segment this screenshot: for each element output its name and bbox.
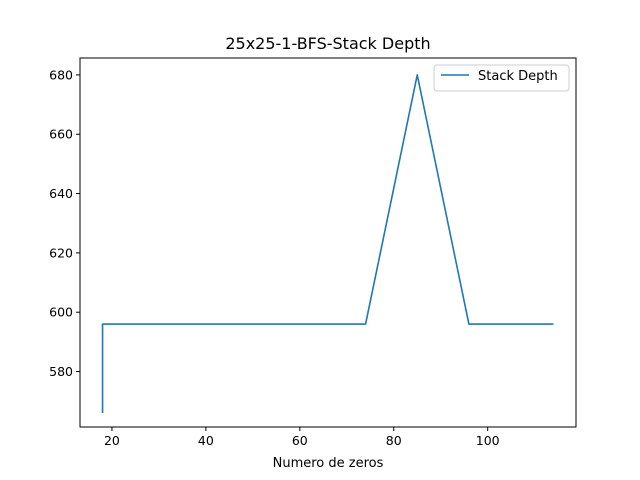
chart-title: 25x25-1-BFS-Stack Depth — [225, 34, 430, 53]
series-line-0 — [101, 74, 554, 414]
y-tick-label: 680 — [49, 67, 73, 82]
x-tick-label: 100 — [476, 433, 500, 448]
y-tick-label: 640 — [49, 186, 73, 201]
legend-box — [433, 64, 570, 92]
y-tick-label: 660 — [49, 127, 73, 142]
legend: Stack Depth — [433, 64, 570, 92]
x-tick-label: 20 — [104, 433, 120, 448]
x-tick-label: 80 — [386, 433, 402, 448]
series-layer — [101, 74, 554, 414]
x-tick-label: 40 — [198, 433, 214, 448]
y-axis: 580 600 620 640 660 680 — [49, 67, 80, 379]
plot-area — [79, 57, 577, 428]
legend-label: Stack Depth — [478, 69, 558, 84]
x-axis-title: Numero de zeros — [273, 456, 384, 471]
y-tick-label: 620 — [49, 245, 73, 260]
y-tick-label: 600 — [49, 305, 73, 320]
x-axis: 20 40 60 80 100 — [104, 427, 500, 448]
x-tick-label: 60 — [292, 433, 308, 448]
y-tick-label: 580 — [49, 364, 73, 379]
